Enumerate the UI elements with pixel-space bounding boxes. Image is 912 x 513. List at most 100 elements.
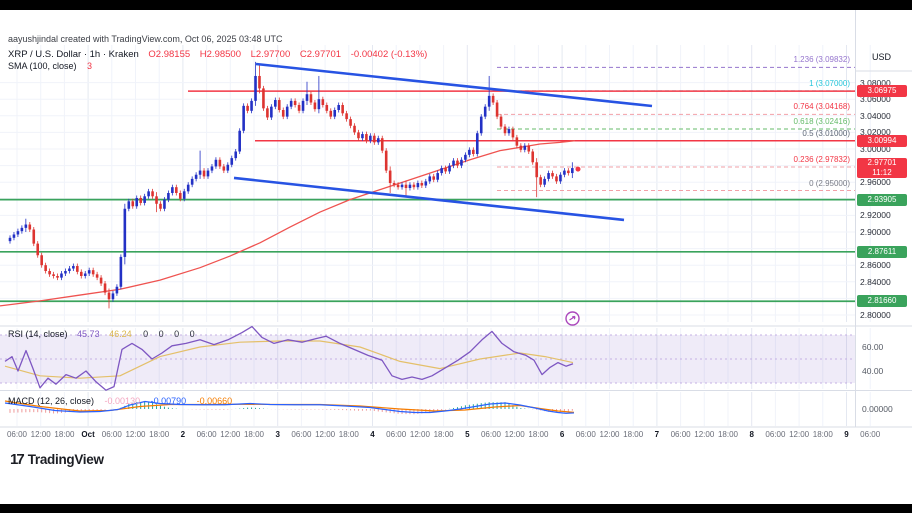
candlestick (365, 131, 368, 144)
candlestick (182, 188, 186, 202)
candlestick (135, 195, 139, 209)
candlestick (198, 150, 202, 179)
time-tick-label: 18:00 (243, 430, 265, 439)
time-tick-label: 2 (180, 430, 186, 439)
rsi-value: 45.73 (77, 329, 100, 339)
candlestick (479, 114, 483, 136)
candlestick (456, 158, 459, 169)
symbol-legend[interactable]: XRP / U.S. Dollar · 1h · Kraken O2.98155… (8, 49, 427, 60)
candlestick (452, 158, 455, 169)
candlestick (147, 188, 150, 199)
candlestick (178, 190, 182, 202)
time-tick-label: 06:00 (386, 430, 407, 439)
candlestick (266, 105, 269, 120)
candlestick (83, 271, 87, 279)
candlestick (341, 102, 344, 116)
candlestick (60, 271, 63, 281)
candlestick (511, 126, 515, 140)
time-tick-label: 18:00 (623, 430, 644, 439)
candlestick (412, 182, 416, 190)
candlestick (289, 98, 293, 110)
time-tick-label: 06:00 (291, 430, 312, 439)
candlestick (317, 75, 321, 114)
candlestick (36, 241, 40, 258)
price-tick-label: 2.92000 (860, 210, 891, 221)
candlestick (218, 157, 222, 169)
candlestick (12, 232, 16, 241)
time-tick-label: 06:00 (196, 430, 217, 439)
candlestick (420, 180, 424, 189)
candlestick (416, 180, 420, 190)
fib-level-label: 0.5 (3.01000) (802, 128, 850, 138)
candlestick (56, 273, 59, 281)
candlestick (115, 284, 119, 296)
letterbox-top (0, 0, 912, 10)
candlestick (380, 135, 384, 154)
price-level-badge: 2.93905 (857, 193, 907, 206)
macd-legend[interactable]: MACD (12, 26, close) -0.00130 -0.00790 -… (8, 396, 232, 406)
time-tick-label: 06:00 (6, 430, 28, 439)
candlestick (483, 104, 487, 120)
current-price-badge: 2.97701 11:12 (857, 158, 907, 179)
time-tick-label: 18:00 (54, 430, 75, 439)
trendline[interactable] (255, 62, 653, 108)
candlestick (226, 162, 230, 174)
rsi-line (4, 325, 574, 391)
candlestick (8, 235, 12, 244)
candlestick (270, 104, 273, 120)
time-tick-label: 06:00 (670, 430, 691, 439)
candlestick (76, 263, 79, 275)
candlestick (551, 170, 554, 179)
price-tick-label: 2.86000 (860, 260, 891, 271)
candlestick (384, 148, 388, 174)
candlestick (305, 81, 309, 106)
candlestick (230, 155, 234, 168)
candlestick (111, 290, 115, 302)
candlestick (143, 193, 146, 206)
candlestick (285, 104, 289, 120)
candlestick (68, 266, 71, 274)
time-tick-label: 06:00 (101, 430, 122, 439)
candlestick (353, 123, 356, 135)
time-tick-label: 12:00 (504, 430, 525, 439)
time-tick-label: 12:00 (220, 430, 241, 439)
candlestick (79, 269, 83, 279)
price-tick-label: 2.84000 (860, 276, 891, 287)
time-tick-label: 12:00 (599, 430, 620, 439)
price-tick-label: 3.02000 (860, 127, 891, 138)
drawing-marker-icon[interactable] (564, 310, 581, 327)
candlestick (559, 172, 562, 184)
candlestick (428, 173, 432, 184)
candlestick (250, 98, 253, 114)
price-tick-label: 2.80000 (860, 310, 891, 320)
candlestick (547, 170, 550, 182)
fib-level-label: 0 (2.95000) (809, 178, 850, 188)
tradingview-logo[interactable]: 17 TradingView (10, 451, 104, 468)
time-tick-label: 12:00 (694, 430, 715, 439)
bar-countdown: 11:12 (872, 168, 892, 178)
sma-label: SMA (100, close) (8, 61, 77, 71)
price-tick-label: 2.96000 (860, 177, 891, 188)
trendline[interactable] (233, 176, 625, 222)
candlestick (468, 147, 471, 158)
rsi-tick-label: 60.00 (862, 342, 884, 352)
candlestick (404, 180, 408, 196)
macd-signal-value: -0.00660 (196, 396, 233, 406)
rsi-legend[interactable]: RSI (14, close) 45.73 46.24 0 0 0 0 (8, 329, 195, 339)
candlestick (432, 173, 436, 183)
candlestick (321, 96, 325, 108)
sma-legend[interactable]: SMA (100, close) 3 (8, 61, 92, 71)
fib-level-label: 1 (3.07000) (809, 78, 850, 88)
candlestick (376, 135, 380, 145)
candlestick (95, 271, 99, 281)
candlestick (202, 168, 206, 179)
candlestick (361, 131, 364, 141)
candlestick (333, 107, 337, 120)
time-tick-label: 4 (370, 430, 375, 439)
candlestick (519, 143, 523, 153)
candlestick (194, 172, 198, 182)
time-tick-label: 8 (749, 430, 754, 439)
time-tick-label: 12:00 (315, 430, 336, 439)
